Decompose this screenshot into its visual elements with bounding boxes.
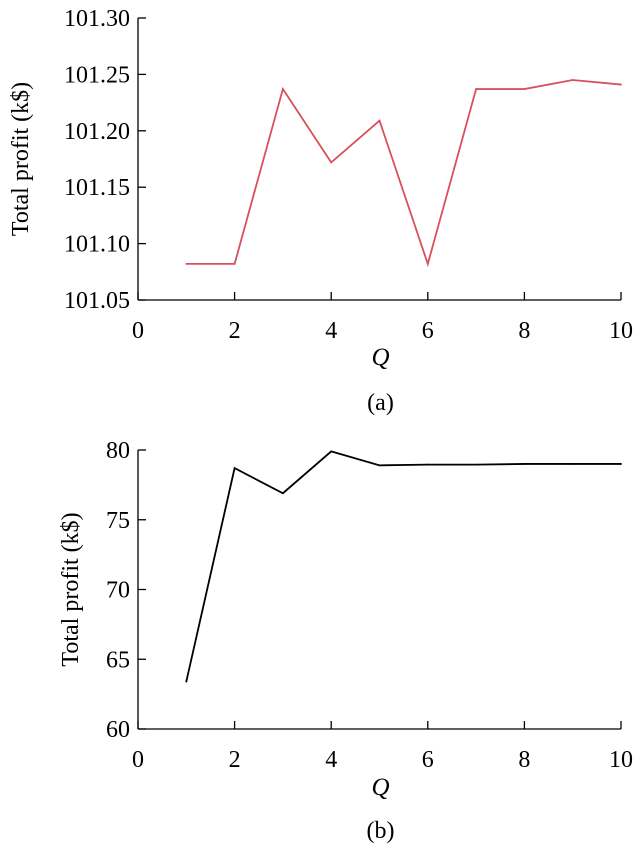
series-line <box>186 79 622 267</box>
data-point <box>185 263 188 265</box>
data-point <box>233 467 236 470</box>
data-point <box>475 463 477 466</box>
x-tick-label: 10 <box>609 747 633 773</box>
data-point <box>571 463 574 465</box>
data-point <box>233 263 236 265</box>
y-tick-label: 101.25 <box>64 62 130 88</box>
data-point <box>523 88 526 90</box>
x-tick-label: 4 <box>325 747 337 773</box>
y-axis-label: Total profit (k$) <box>8 82 34 236</box>
data-point <box>330 450 333 453</box>
x-tick-label: 4 <box>325 318 337 344</box>
y-tick-label: 70 <box>106 578 130 604</box>
y-tick-label: 75 <box>106 508 130 534</box>
x-tick-label: 2 <box>229 747 241 773</box>
y-tick-label: 101.05 <box>64 288 130 314</box>
data-point <box>620 83 622 86</box>
x-axis-label: Q <box>371 774 389 801</box>
data-point <box>185 680 188 683</box>
data-point <box>330 161 333 164</box>
data-point <box>378 464 381 467</box>
series-line <box>185 450 621 682</box>
x-tick-label: 0 <box>132 747 144 773</box>
y-tick-label: 101.30 <box>64 6 130 32</box>
data-point <box>523 463 526 465</box>
y-axis-label: Total profit (k$) <box>58 512 84 666</box>
x-tick-label: 8 <box>518 747 530 773</box>
y-tick-label: 101.20 <box>64 119 130 145</box>
x-axis-label: Q <box>371 344 389 371</box>
data-point <box>426 463 429 466</box>
x-tick-label: 10 <box>609 318 633 344</box>
y-tick-label: 80 <box>106 438 130 464</box>
data-point <box>282 492 284 495</box>
x-tick-label: 6 <box>422 747 434 773</box>
y-tick-label: 65 <box>106 647 130 673</box>
data-point <box>282 88 284 90</box>
y-tick-label: 101.10 <box>64 232 130 258</box>
data-point <box>378 119 381 122</box>
x-tick-label: 8 <box>518 318 530 344</box>
chart-panel-0: 0 2 4 6 8 10 101.05 101.10 101.15 101.20 101.25 101… <box>8 6 633 416</box>
panel-caption: (a) <box>367 390 394 416</box>
x-tick-label: 6 <box>422 318 434 344</box>
x-tick-label: 2 <box>229 318 241 344</box>
data-point <box>475 88 477 90</box>
x-tick-label: 0 <box>132 318 144 344</box>
data-point <box>571 79 574 81</box>
data-point <box>620 463 622 465</box>
y-tick-label: 60 <box>106 717 130 743</box>
panel-caption: (b) <box>367 818 395 844</box>
chart-panel-1: 0 2 4 6 8 10 60 65 70 75 80 Q Total profit (k$) (b) <box>58 438 633 844</box>
y-tick-label: 101.15 <box>64 175 130 201</box>
data-point <box>426 263 429 265</box>
